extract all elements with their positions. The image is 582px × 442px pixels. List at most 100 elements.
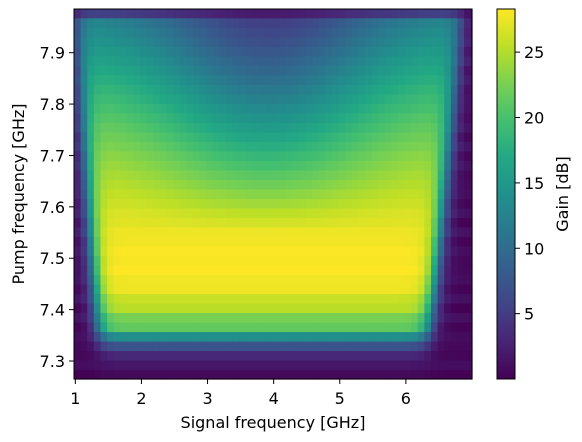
heatmap-cell	[265, 9, 273, 19]
heatmap-cell	[464, 217, 472, 228]
heatmap-cell	[318, 93, 326, 104]
heatmap-cell	[206, 264, 214, 276]
heatmap-cell	[437, 331, 445, 342]
heatmap-cell	[120, 36, 128, 47]
heatmap-cell	[272, 103, 280, 114]
heatmap-cell	[338, 112, 346, 123]
heatmap-cell	[285, 17, 293, 28]
heatmap-cell	[153, 93, 161, 104]
heatmap-cell	[179, 46, 187, 57]
heatmap-cell	[140, 207, 148, 218]
heatmap-cell	[87, 46, 95, 57]
heatmap-cell	[450, 84, 459, 95]
heatmap-cell	[80, 207, 88, 218]
heatmap-cell	[411, 84, 419, 95]
heatmap-cell	[272, 283, 280, 295]
heatmap-cell	[232, 74, 240, 85]
heatmap-cell	[358, 207, 366, 218]
heatmap-cell	[146, 264, 154, 276]
heatmap-cell	[351, 340, 359, 352]
heatmap-cell	[146, 236, 154, 247]
heatmap-cell	[265, 312, 273, 323]
heatmap-cell	[120, 103, 128, 114]
heatmap-cell	[232, 17, 240, 28]
heatmap-cell	[239, 312, 247, 323]
heatmap-cell	[431, 188, 439, 199]
heatmap-cell	[146, 198, 154, 209]
x-axis-label: Signal frequency [GHz]	[181, 413, 366, 432]
heatmap-cell	[351, 312, 359, 323]
heatmap-cell	[193, 274, 201, 285]
heatmap-cell	[133, 274, 141, 285]
heatmap-cell	[186, 27, 194, 38]
heatmap-cell	[457, 369, 465, 380]
heatmap-cell	[404, 359, 412, 371]
heatmap-cell	[312, 103, 320, 114]
heatmap-cell	[146, 17, 154, 28]
heatmap-cell	[193, 46, 201, 57]
heatmap-cell	[325, 350, 333, 361]
heatmap-cell	[113, 27, 121, 38]
heatmap-cell	[364, 17, 373, 28]
heatmap-cell	[351, 255, 359, 266]
heatmap-cell	[93, 340, 102, 352]
heatmap-cell	[384, 350, 392, 361]
heatmap-cell	[345, 122, 353, 133]
heatmap-cell	[87, 255, 95, 266]
heatmap-cell	[219, 131, 227, 142]
heatmap-cell	[173, 112, 181, 123]
heatmap-cell	[444, 255, 452, 266]
heatmap-cell	[199, 169, 207, 180]
heatmap-cell	[107, 150, 115, 161]
heatmap-cell	[199, 150, 207, 161]
heatmap-cell	[153, 84, 161, 95]
heatmap-cell	[140, 84, 148, 95]
heatmap-cell	[278, 169, 287, 180]
heatmap-cell	[186, 9, 194, 19]
heatmap-cell	[113, 283, 121, 295]
heatmap-cell	[100, 36, 108, 47]
heatmap-cell	[450, 17, 459, 28]
heatmap-cell	[74, 65, 82, 76]
heatmap-cell	[259, 84, 267, 95]
heatmap-cell	[126, 141, 135, 152]
heatmap-cell	[226, 350, 234, 361]
heatmap-cell	[278, 302, 287, 314]
heatmap-cell	[226, 340, 234, 352]
heatmap-cell	[259, 293, 267, 304]
heatmap-cell	[411, 160, 419, 171]
heatmap-cell	[120, 46, 128, 57]
heatmap-cell	[450, 93, 459, 104]
heatmap-cell	[133, 103, 141, 114]
heatmap-cell	[193, 169, 201, 180]
heatmap-cell	[140, 112, 148, 123]
heatmap-cell	[417, 65, 425, 76]
heatmap-cell	[397, 103, 406, 114]
heatmap-cell	[140, 274, 148, 285]
heatmap-cell	[120, 122, 128, 133]
heatmap-cell	[331, 46, 340, 57]
heatmap-cell	[345, 84, 353, 95]
heatmap-cell	[245, 217, 254, 228]
heatmap-cell	[397, 17, 406, 28]
heatmap-cell	[292, 36, 300, 47]
heatmap-cell	[140, 312, 148, 323]
heatmap-cell	[431, 226, 439, 237]
heatmap-cell	[133, 283, 141, 295]
heatmap-cell	[113, 122, 121, 133]
heatmap-cell	[212, 84, 221, 95]
heatmap-cell	[212, 245, 221, 257]
heatmap-cell	[338, 103, 346, 114]
heatmap-cell	[153, 141, 161, 152]
heatmap-cell	[464, 274, 472, 285]
heatmap-cell	[397, 369, 406, 380]
heatmap-cell	[411, 217, 419, 228]
heatmap-cell	[292, 264, 300, 276]
heatmap-cell	[298, 188, 306, 199]
heatmap-cell	[371, 9, 379, 19]
heatmap-cell	[245, 198, 254, 209]
heatmap-cell	[173, 274, 181, 285]
heatmap-cell	[226, 283, 234, 295]
heatmap-cell	[226, 293, 234, 304]
heatmap-cell	[464, 169, 472, 180]
